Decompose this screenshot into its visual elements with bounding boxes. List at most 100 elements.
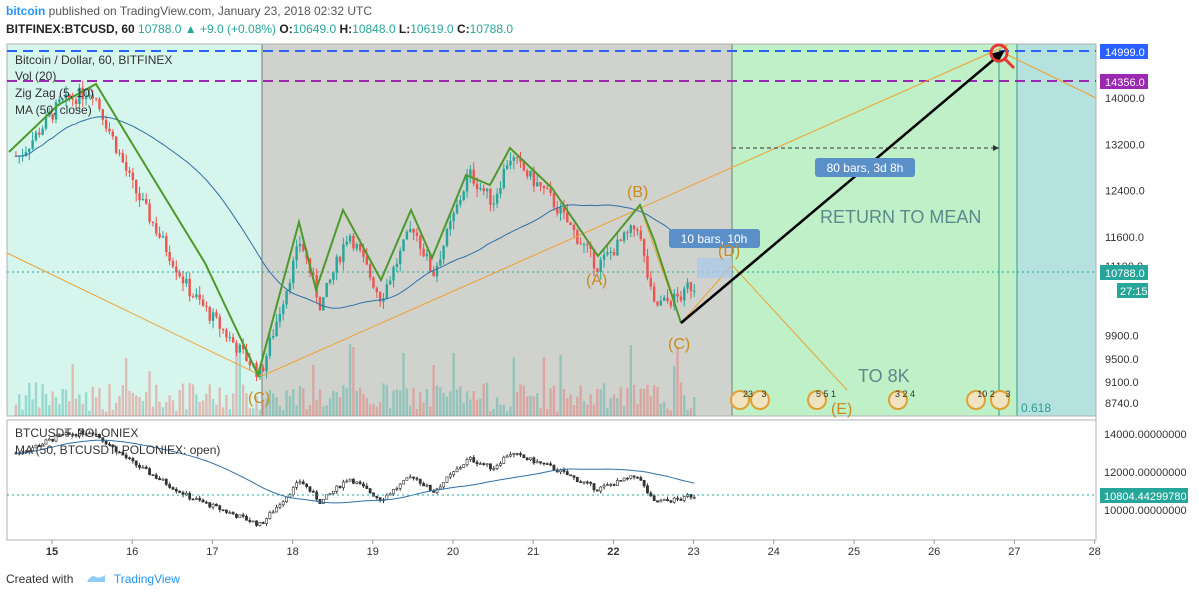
us-flag-icon[interactable] (807, 390, 827, 410)
lower-price-axis[interactable]: 14000.00000000 12000.00000000 10000.000000… (1104, 429, 1187, 517)
lower-candle-body (522, 454, 526, 459)
candle-body (141, 199, 145, 201)
volume-bar (642, 388, 646, 416)
price-axis[interactable]: 14000.013200.012400.011600.011100.09900.… (1105, 93, 1145, 410)
volume-bar (54, 397, 58, 416)
volume-bar (399, 390, 402, 416)
volume-bar (652, 385, 656, 416)
volume-bar (141, 400, 145, 416)
us-flag-icon[interactable] (750, 390, 770, 410)
volume-bar (58, 404, 61, 416)
volume-bar (305, 409, 308, 416)
lower-candle-body (666, 499, 669, 501)
lower-candle-body (535, 461, 539, 464)
candle-body (48, 113, 51, 117)
candle-body (662, 297, 666, 301)
candle-body (409, 229, 412, 232)
event-flags[interactable]: 23 3 5 5 1 3 2 4 10 2 3 (730, 389, 1011, 410)
candle-body (399, 250, 402, 264)
volume-bar (138, 396, 141, 416)
lower-candle-body (31, 447, 35, 451)
tradingview-link[interactable]: TradingView (113, 572, 180, 586)
volume-bar (549, 388, 552, 416)
price-chart[interactable]: Bitcoin / Dollar, 60, BITFINEX Vol (20) … (0, 40, 1199, 570)
volume-bar (288, 395, 292, 416)
candle-body (178, 272, 181, 277)
lower-candle-body (101, 437, 105, 442)
lower-candle-body (549, 463, 552, 466)
volume-bar (462, 403, 465, 416)
volume-bar (522, 385, 526, 416)
volume-bar (325, 405, 328, 416)
created-with-label: Created with (6, 572, 74, 586)
candle-body (31, 140, 34, 149)
high-value: 10848.0 (352, 22, 396, 36)
target-arrowhead (990, 50, 1005, 63)
volume-bar (175, 411, 178, 416)
lower-candle-body (388, 493, 392, 496)
lower-candle-body (181, 492, 185, 496)
volume-bar (275, 397, 278, 416)
badge-14356 (1100, 74, 1148, 89)
candle-body (241, 344, 245, 350)
volume-bar (666, 408, 669, 416)
author-link[interactable]: bitcoin (6, 4, 46, 18)
trend-line (6, 252, 263, 377)
us-flag-icon[interactable] (888, 390, 908, 410)
candle-body (261, 367, 265, 372)
lower-candle-body (345, 480, 349, 483)
candle-body (652, 286, 656, 302)
volume-bar (388, 408, 392, 416)
volume-bar (352, 347, 355, 416)
candle-body (288, 283, 292, 291)
lower-candle-body (158, 478, 162, 481)
volume-bar (168, 395, 171, 416)
lower-candle-body (151, 474, 155, 476)
lower-candle-body (41, 443, 45, 447)
volume-bar (71, 363, 74, 416)
volume-bar (335, 392, 338, 416)
low-value: 10619.0 (410, 22, 454, 36)
candle-body (465, 175, 469, 192)
us-flag-icon[interactable] (966, 390, 986, 410)
volume-bar (489, 411, 492, 416)
volume-bar (382, 383, 385, 416)
candle-body (572, 225, 576, 231)
zigzag-line (8, 82, 682, 378)
candle-body (639, 230, 643, 240)
volume-bar (135, 395, 138, 416)
lower-candle-body (204, 501, 208, 504)
lower-candle-body (88, 432, 91, 435)
volume-bar (322, 406, 325, 416)
volume-bar (519, 384, 522, 416)
time-tick-label: 25 (848, 546, 860, 558)
zone-green (732, 44, 1017, 416)
volume-bar (221, 407, 225, 416)
volume-bar (482, 383, 485, 416)
volume-bar (292, 389, 295, 416)
volume-bar (348, 344, 352, 416)
lower-candle-body (368, 488, 372, 494)
candle-body (693, 290, 696, 292)
lower-candle-body (338, 485, 342, 489)
candle-body (268, 337, 272, 357)
us-flag-icon[interactable] (730, 390, 750, 410)
lower-candle-body (184, 492, 188, 496)
volume-bar (452, 352, 455, 416)
volume-bar (572, 404, 576, 416)
lower-candle-body (512, 453, 516, 455)
volume-bar (225, 394, 228, 416)
volume-bar (68, 401, 71, 416)
volume-bar (455, 389, 459, 416)
lower-candle-body (34, 445, 38, 449)
volume-bar (465, 391, 469, 416)
volume-bar (656, 387, 659, 416)
magnifier-handle (1003, 57, 1016, 70)
candle-body (24, 152, 28, 156)
lower-candle-body (231, 512, 235, 515)
volume-bar (368, 404, 372, 416)
us-flag-icon[interactable] (990, 390, 1010, 410)
lower-candle-body (154, 474, 158, 479)
time-axis[interactable]: 15 16 17 18 19 20 21 22 23 24 25 26 27 28 (46, 540, 1101, 558)
candle-body (108, 128, 111, 132)
